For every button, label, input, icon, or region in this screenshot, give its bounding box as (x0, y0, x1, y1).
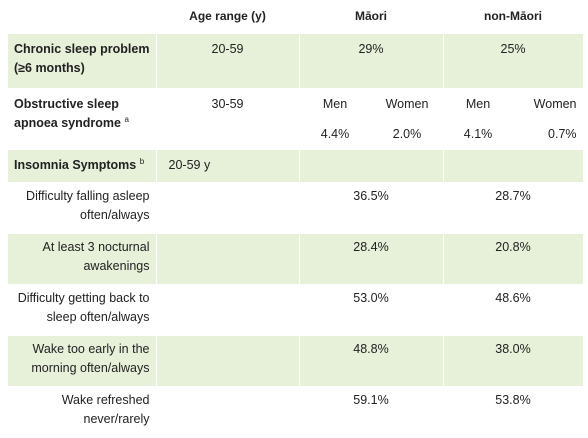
cell-age-chronic: 20-59 (156, 33, 300, 89)
table-row-symptom: Difficulty falling asleep often/always 3… (8, 182, 584, 234)
cell-age-symptom (156, 233, 300, 285)
cell-age-osa: 30-59 (156, 88, 300, 150)
footnote-marker-b: b (139, 156, 145, 166)
cell-age-symptom (156, 386, 300, 438)
cell-non-maori-women: Women 0.7% (513, 88, 584, 150)
label-women-non-maori: Women (533, 97, 577, 111)
cell-non-maori-insomnia (443, 149, 584, 183)
table-row-osa: Obstructive sleep apnoea syndrome a 30-5… (8, 88, 584, 150)
footnote-marker-a: a (124, 114, 129, 124)
value-non-maori-women: 0.7% (548, 127, 577, 141)
label-men-maori: Men (322, 97, 348, 111)
cell-maori-symptom: 28.4% (299, 233, 444, 285)
header-non-maori: non-Māori (443, 0, 584, 34)
value-maori-women: 2.0% (392, 127, 422, 141)
value-maori-men: 4.4% (320, 127, 350, 141)
cell-non-maori-symptom: 38.0% (443, 335, 584, 387)
cell-non-maori-chronic: 25% (443, 33, 584, 89)
cell-non-maori-symptom: 20.8% (443, 233, 584, 285)
table-row-symptom: At least 3 nocturnal awakenings 28.4% 20… (8, 233, 584, 285)
value-non-maori-men: 4.1% (463, 127, 493, 141)
table-row-symptom: Wake too early in the morning often/alwa… (8, 335, 584, 387)
cell-maori-symptom: 53.0% (299, 284, 444, 336)
table-row-symptom: Wake refreshed never/rarely 59.1% 53.8% (8, 386, 584, 438)
cell-maori-men: Men 4.4% (299, 88, 372, 150)
sleep-prevalence-table-page: Age range (y) Māori non-Māori Chronic sl… (8, 0, 584, 438)
cell-maori-symptom: 36.5% (299, 182, 444, 234)
header-row: Age range (y) Māori non-Māori (8, 0, 584, 34)
cell-age-insomnia: 20-59 y (156, 149, 300, 183)
label-women-maori: Women (385, 97, 429, 111)
cell-non-maori-symptom: 28.7% (443, 182, 584, 234)
cell-maori-symptom: 59.1% (299, 386, 444, 438)
table-row-symptom: Difficulty getting back to sleep often/a… (8, 284, 584, 336)
row-label-symptom: Difficulty getting back to sleep often/a… (8, 284, 157, 336)
table-row-chronic: Chronic sleep problem (≥6 months) 20-59 … (8, 33, 584, 89)
row-label-insomnia-text: Insomnia Symptoms (14, 158, 137, 172)
cell-age-symptom (156, 284, 300, 336)
cell-maori-insomnia (299, 149, 444, 183)
cell-maori-symptom: 48.8% (299, 335, 444, 387)
cell-non-maori-men: Men 4.1% (443, 88, 514, 150)
header-age-range: Age range (y) (156, 0, 300, 34)
cell-maori-women: Women 2.0% (371, 88, 444, 150)
row-label-insomnia: Insomnia Symptoms b (8, 149, 157, 183)
cell-non-maori-symptom: 48.6% (443, 284, 584, 336)
row-label-osa: Obstructive sleep apnoea syndrome a (8, 88, 157, 150)
label-men-non-maori: Men (465, 97, 491, 111)
cell-age-symptom (156, 182, 300, 234)
cell-maori-chronic: 29% (299, 33, 444, 89)
table-row-insomnia: Insomnia Symptoms b 20-59 y (8, 149, 584, 183)
cell-age-symptom (156, 335, 300, 387)
header-empty (8, 0, 157, 34)
row-label-symptom: Difficulty falling asleep often/always (8, 182, 157, 234)
row-label-symptom: Wake refreshed never/rarely (8, 386, 157, 438)
row-label-symptom: At least 3 nocturnal awakenings (8, 233, 157, 285)
header-maori: Māori (299, 0, 444, 34)
sleep-prevalence-table: Age range (y) Māori non-Māori Chronic sl… (8, 0, 584, 438)
row-label-osa-text: Obstructive sleep apnoea syndrome (14, 97, 121, 130)
cell-non-maori-symptom: 53.8% (443, 386, 584, 438)
row-label-chronic: Chronic sleep problem (≥6 months) (8, 33, 157, 89)
row-label-symptom: Wake too early in the morning often/alwa… (8, 335, 157, 387)
